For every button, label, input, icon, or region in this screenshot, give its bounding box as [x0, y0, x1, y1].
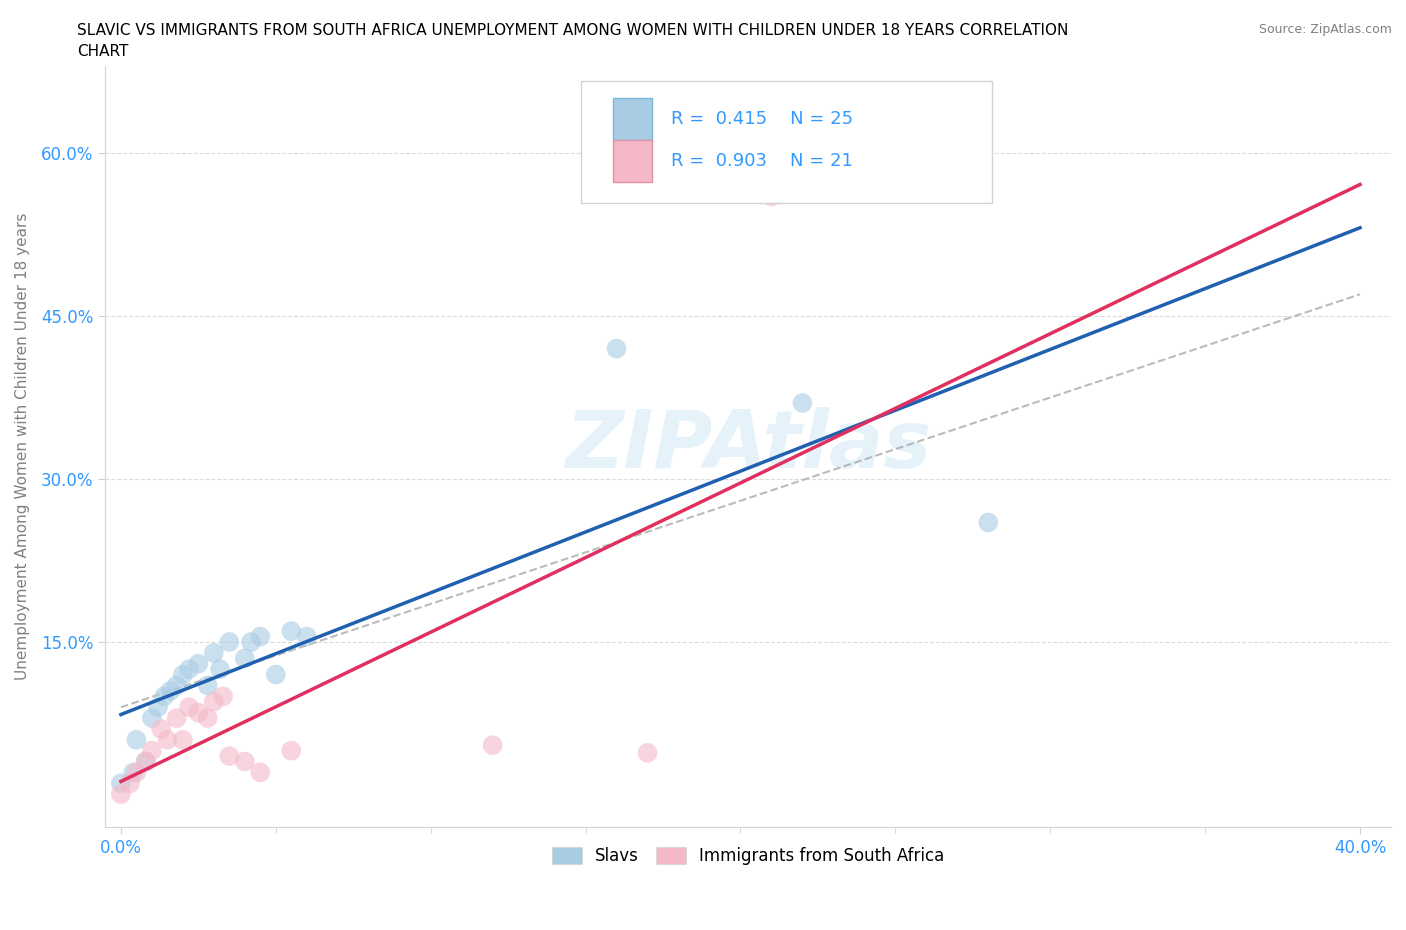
- Point: [197, 711, 219, 725]
- Point: [606, 341, 628, 356]
- Point: [977, 515, 1000, 530]
- Point: [172, 667, 194, 682]
- Point: [141, 743, 163, 758]
- Point: [172, 732, 194, 747]
- Point: [264, 667, 287, 682]
- Point: [150, 722, 173, 737]
- Point: [187, 657, 209, 671]
- Point: [280, 743, 302, 758]
- Point: [202, 645, 225, 660]
- Point: [177, 699, 200, 714]
- Text: R =  0.415    N = 25: R = 0.415 N = 25: [671, 111, 853, 128]
- FancyBboxPatch shape: [613, 99, 652, 140]
- Point: [166, 678, 188, 693]
- Point: [481, 737, 503, 752]
- FancyBboxPatch shape: [613, 140, 652, 182]
- Point: [166, 711, 188, 725]
- FancyBboxPatch shape: [581, 81, 993, 203]
- Point: [197, 678, 219, 693]
- Point: [280, 624, 302, 639]
- Point: [233, 651, 256, 666]
- Point: [218, 634, 240, 649]
- Point: [159, 684, 181, 698]
- Point: [233, 754, 256, 769]
- Text: CHART: CHART: [77, 44, 129, 59]
- Point: [761, 189, 783, 204]
- Point: [218, 749, 240, 764]
- Point: [202, 695, 225, 710]
- Point: [110, 776, 132, 790]
- Point: [156, 732, 179, 747]
- Point: [125, 765, 148, 780]
- Point: [135, 754, 157, 769]
- Point: [110, 787, 132, 802]
- Point: [249, 629, 271, 644]
- Point: [141, 711, 163, 725]
- Text: R =  0.903    N = 21: R = 0.903 N = 21: [671, 153, 853, 170]
- Point: [135, 754, 157, 769]
- Text: SLAVIC VS IMMIGRANTS FROM SOUTH AFRICA UNEMPLOYMENT AMONG WOMEN WITH CHILDREN UN: SLAVIC VS IMMIGRANTS FROM SOUTH AFRICA U…: [77, 23, 1069, 38]
- Point: [125, 732, 148, 747]
- Point: [187, 705, 209, 720]
- Text: ZIPAtlas: ZIPAtlas: [565, 407, 931, 485]
- Text: Source: ZipAtlas.com: Source: ZipAtlas.com: [1258, 23, 1392, 36]
- Point: [249, 765, 271, 780]
- Point: [120, 776, 142, 790]
- Point: [208, 662, 231, 677]
- Point: [637, 745, 659, 760]
- Point: [146, 699, 169, 714]
- Point: [122, 765, 145, 780]
- Y-axis label: Unemployment Among Women with Children Under 18 years: Unemployment Among Women with Children U…: [15, 213, 30, 680]
- Point: [295, 629, 318, 644]
- Point: [177, 662, 200, 677]
- Point: [212, 689, 235, 704]
- Point: [240, 634, 263, 649]
- Point: [792, 395, 814, 410]
- Legend: Slavs, Immigrants from South Africa: Slavs, Immigrants from South Africa: [546, 840, 950, 871]
- Point: [153, 689, 176, 704]
